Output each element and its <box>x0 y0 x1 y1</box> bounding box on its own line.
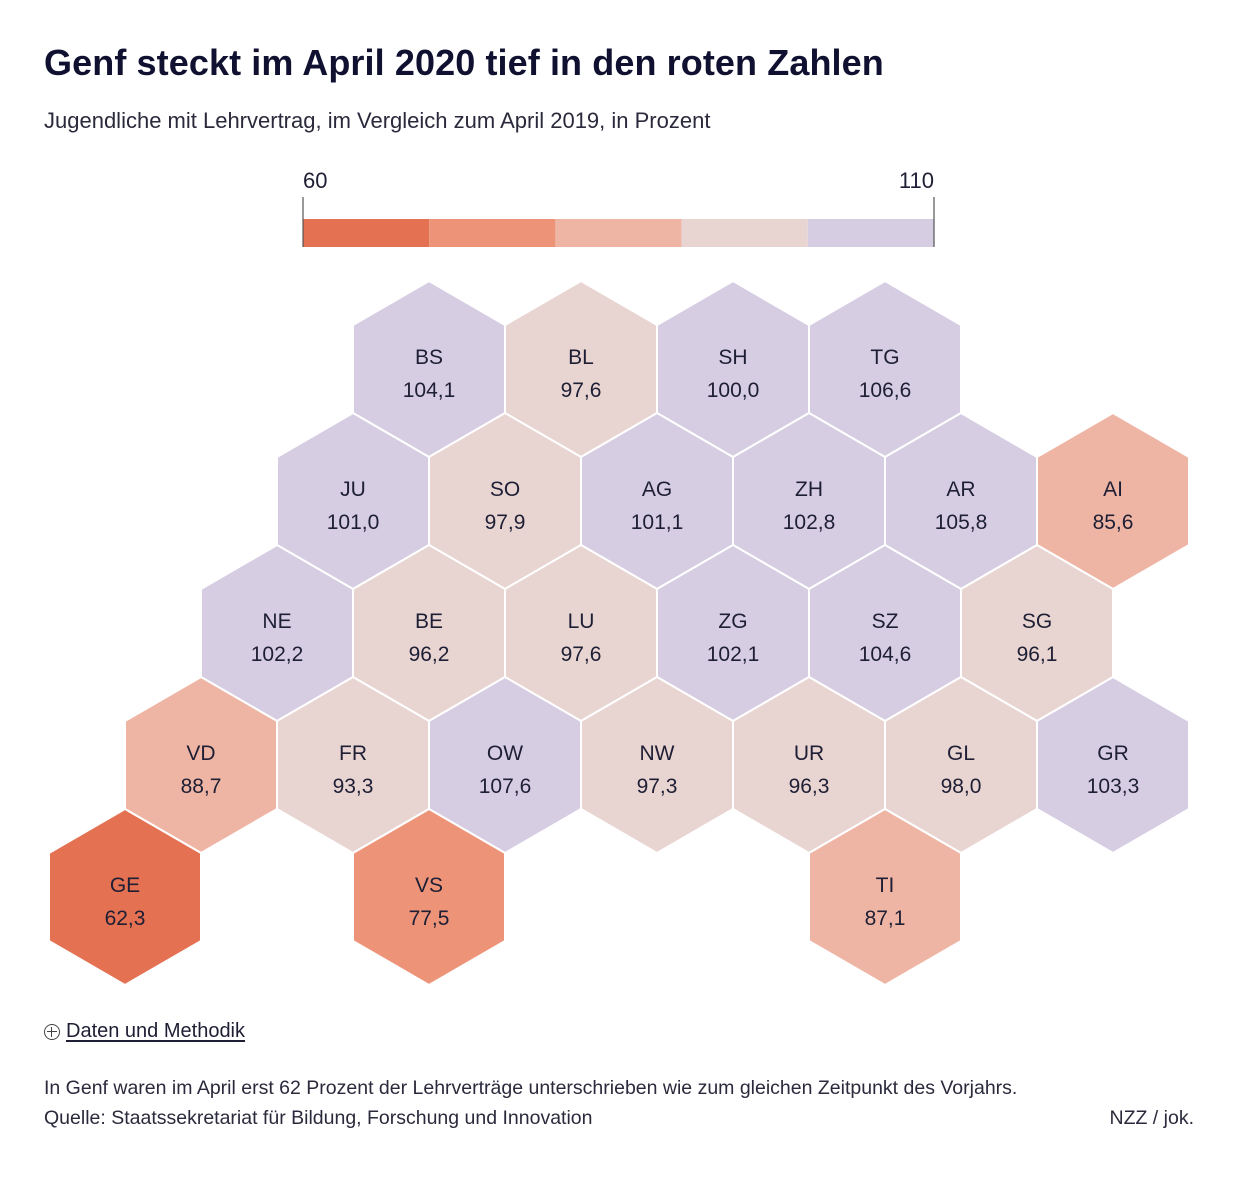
footnote: In Genf waren im April erst 62 Prozent d… <box>44 1077 1018 1099</box>
hex-value-label: 93,3 <box>333 775 374 798</box>
hex-code-label: AI <box>1103 478 1123 501</box>
hex-code-label: VS <box>415 874 443 897</box>
daten-methodik-toggle[interactable]: Daten und Methodik <box>44 1020 245 1043</box>
hex-ow: OW 107,6 <box>428 675 582 855</box>
hex-code-label: ZG <box>718 610 747 633</box>
hex-shape-ti <box>808 807 962 987</box>
hex-value-label: 107,6 <box>479 775 532 798</box>
hex-ju: JU 101,0 <box>276 411 430 591</box>
hex-code-label: TI <box>876 874 895 897</box>
hex-code-label: SZ <box>872 610 899 633</box>
hex-ge: GE 62,3 <box>48 807 202 987</box>
hex-code-label: GE <box>110 874 140 897</box>
chart-subtitle: Jugendliche mit Lehrvertrag, im Vergleic… <box>44 108 711 133</box>
hex-code-label: NW <box>640 742 675 765</box>
hex-code-label: SG <box>1022 610 1052 633</box>
hex-code-label: GL <box>947 742 975 765</box>
legend-swatch-4 <box>681 219 808 247</box>
hex-value-label: 102,2 <box>251 643 304 666</box>
hex-sz: SZ 104,6 <box>808 543 962 723</box>
hex-value-label: 88,7 <box>181 775 222 798</box>
hex-tg: TG 106,6 <box>808 279 962 459</box>
hex-value-label: 77,5 <box>409 907 450 930</box>
hex-value-label: 100,0 <box>707 379 760 402</box>
hex-value-label: 102,8 <box>783 511 836 534</box>
hex-be: BE 96,2 <box>352 543 506 723</box>
hex-value-label: 97,6 <box>561 379 602 402</box>
hex-vs: VS 77,5 <box>352 807 506 987</box>
hex-value-label: 105,8 <box>935 511 988 534</box>
hex-code-label: BL <box>568 346 594 369</box>
hex-code-label: AR <box>946 478 975 501</box>
hex-value-label: 62,3 <box>105 907 146 930</box>
hex-code-label: LU <box>568 610 595 633</box>
plus-circle-icon <box>44 1023 60 1040</box>
hex-code-label: SH <box>718 346 747 369</box>
hex-code-label: JU <box>340 478 366 501</box>
legend-swatch-2 <box>429 219 556 247</box>
hex-gr: GR 103,3 <box>1036 675 1190 855</box>
hex-code-label: SO <box>490 478 520 501</box>
hex-value-label: 85,6 <box>1093 511 1134 534</box>
hex-code-label: AG <box>642 478 672 501</box>
credit-note: NZZ / jok. <box>1109 1107 1194 1129</box>
hex-value-label: 104,1 <box>403 379 456 402</box>
hex-value-label: 96,3 <box>789 775 830 798</box>
hex-value-label: 96,2 <box>409 643 450 666</box>
hex-code-label: NE <box>262 610 291 633</box>
hex-shape-ge <box>48 807 202 987</box>
hex-code-label: OW <box>487 742 523 765</box>
hex-value-label: 101,0 <box>327 511 380 534</box>
hex-code-label: BS <box>415 346 443 369</box>
hex-value-label: 97,3 <box>637 775 678 798</box>
daten-methodik-link[interactable]: Daten und Methodik <box>66 1020 246 1042</box>
hex-code-label: BE <box>415 610 443 633</box>
hex-value-label: 97,6 <box>561 643 602 666</box>
hex-code-label: UR <box>794 742 824 765</box>
legend-swatch-1 <box>303 219 430 247</box>
hex-gl: GL 98,0 <box>884 675 1038 855</box>
chart-title: Genf steckt im April 2020 tief in den ro… <box>44 42 884 83</box>
hex-code-label: GR <box>1097 742 1129 765</box>
hex-value-label: 87,1 <box>865 907 906 930</box>
hexmap-chart: 60 110 BS 104,1 BL 97,6 SH 100,0 TG 106,6 JU 101,… <box>48 168 1190 987</box>
hex-value-label: 106,6 <box>859 379 912 402</box>
hex-shape-gr <box>1036 675 1190 855</box>
legend-max-label: 110 <box>899 168 934 193</box>
hex-code-label: FR <box>339 742 367 765</box>
legend-min-label: 60 <box>303 168 327 193</box>
hex-value-label: 104,6 <box>859 643 912 666</box>
hex-value-label: 101,1 <box>631 511 684 534</box>
hex-value-label: 96,1 <box>1017 643 1058 666</box>
source-note: Quelle: Staatssekretariat für Bildung, F… <box>44 1107 593 1129</box>
hex-shape-vs <box>352 807 506 987</box>
hex-code-label: ZH <box>795 478 823 501</box>
hex-value-label: 102,1 <box>707 643 760 666</box>
hex-nw: NW 97,3 <box>580 675 734 855</box>
hex-grid: BS 104,1 BL 97,6 SH 100,0 TG 106,6 JU 101,0 SO 97,9… <box>48 279 1190 987</box>
hex-ti: TI 87,1 <box>808 807 962 987</box>
hex-ur: UR 96,3 <box>732 675 886 855</box>
hex-value-label: 103,3 <box>1087 775 1140 798</box>
hex-vd: VD 88,7 <box>124 675 278 855</box>
hex-code-label: VD <box>186 742 215 765</box>
legend-swatch-3 <box>555 219 682 247</box>
hex-ar: AR 105,8 <box>884 411 1038 591</box>
hex-value-label: 97,9 <box>485 511 526 534</box>
legend-swatch-5 <box>807 219 934 247</box>
hex-code-label: TG <box>870 346 899 369</box>
color-legend: 60 110 <box>302 168 935 247</box>
hex-value-label: 98,0 <box>941 775 982 798</box>
